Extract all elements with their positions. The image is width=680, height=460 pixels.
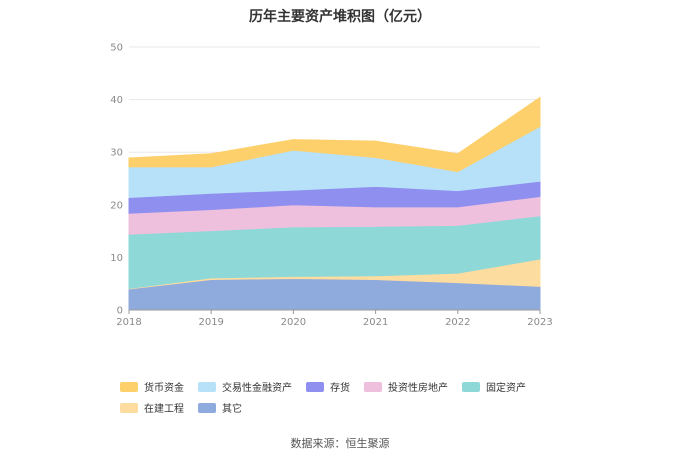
source-note: 数据来源：恒生聚源 [290,437,390,450]
stacked-area-chart: 0 10 20 30 40 50 2018 2019 2020 2021 2022 2023 [110,43,552,329]
x-axis [128,309,541,314]
legend-swatch [462,381,480,392]
legend-item[interactable]: 交易性金融资产 [198,376,292,397]
y-tick-label: 30 [110,148,123,159]
legend-label: 在建工程 [144,404,184,415]
x-axis-labels: 2018 2019 2020 2021 2022 2023 [116,317,552,328]
area-series [128,96,541,173]
x-tick-label: 2018 [116,317,141,328]
legend-item[interactable]: 在建工程 [120,397,184,418]
legend-label: 货币资金 [144,383,184,394]
legend-label: 投资性房地产 [388,383,448,394]
legend-swatch [198,402,216,413]
y-tick-label: 20 [110,200,123,211]
legend-label: 其它 [222,404,242,415]
x-tick-label: 2023 [527,317,552,328]
legend-swatch [120,402,138,413]
area-series-group [128,96,541,311]
legend-item[interactable]: 存货 [306,376,350,397]
chart-title: 历年主要资产堆积图（亿元） [249,9,431,25]
x-tick-label: 2020 [281,317,306,328]
x-tick-label: 2019 [198,317,223,328]
legend-item[interactable]: 货币资金 [120,376,184,397]
x-tick-label: 2021 [363,317,388,328]
legend-label: 固定资产 [486,383,526,394]
legend-item[interactable]: 投资性房地产 [364,376,448,397]
legend-swatch [364,381,382,392]
legend-swatch [198,381,216,392]
legend-item[interactable]: 其它 [198,397,242,418]
y-tick-label: 40 [110,95,123,106]
y-tick-label: 10 [110,253,123,264]
legend-label: 交易性金融资产 [222,383,292,394]
legend-swatch [306,381,324,392]
legend-item[interactable]: 固定资产 [462,376,526,397]
legend-label: 存货 [330,383,350,394]
y-axis-labels: 0 10 20 30 40 50 [110,43,123,317]
legend: 货币资金 交易性金融资产 存货 投资性房地产 固定资产在建工程 其它 [120,376,580,418]
y-tick-label: 0 [117,306,123,317]
x-tick-label: 2022 [445,317,470,328]
y-tick-label: 50 [110,43,123,54]
legend-swatch [120,381,138,392]
